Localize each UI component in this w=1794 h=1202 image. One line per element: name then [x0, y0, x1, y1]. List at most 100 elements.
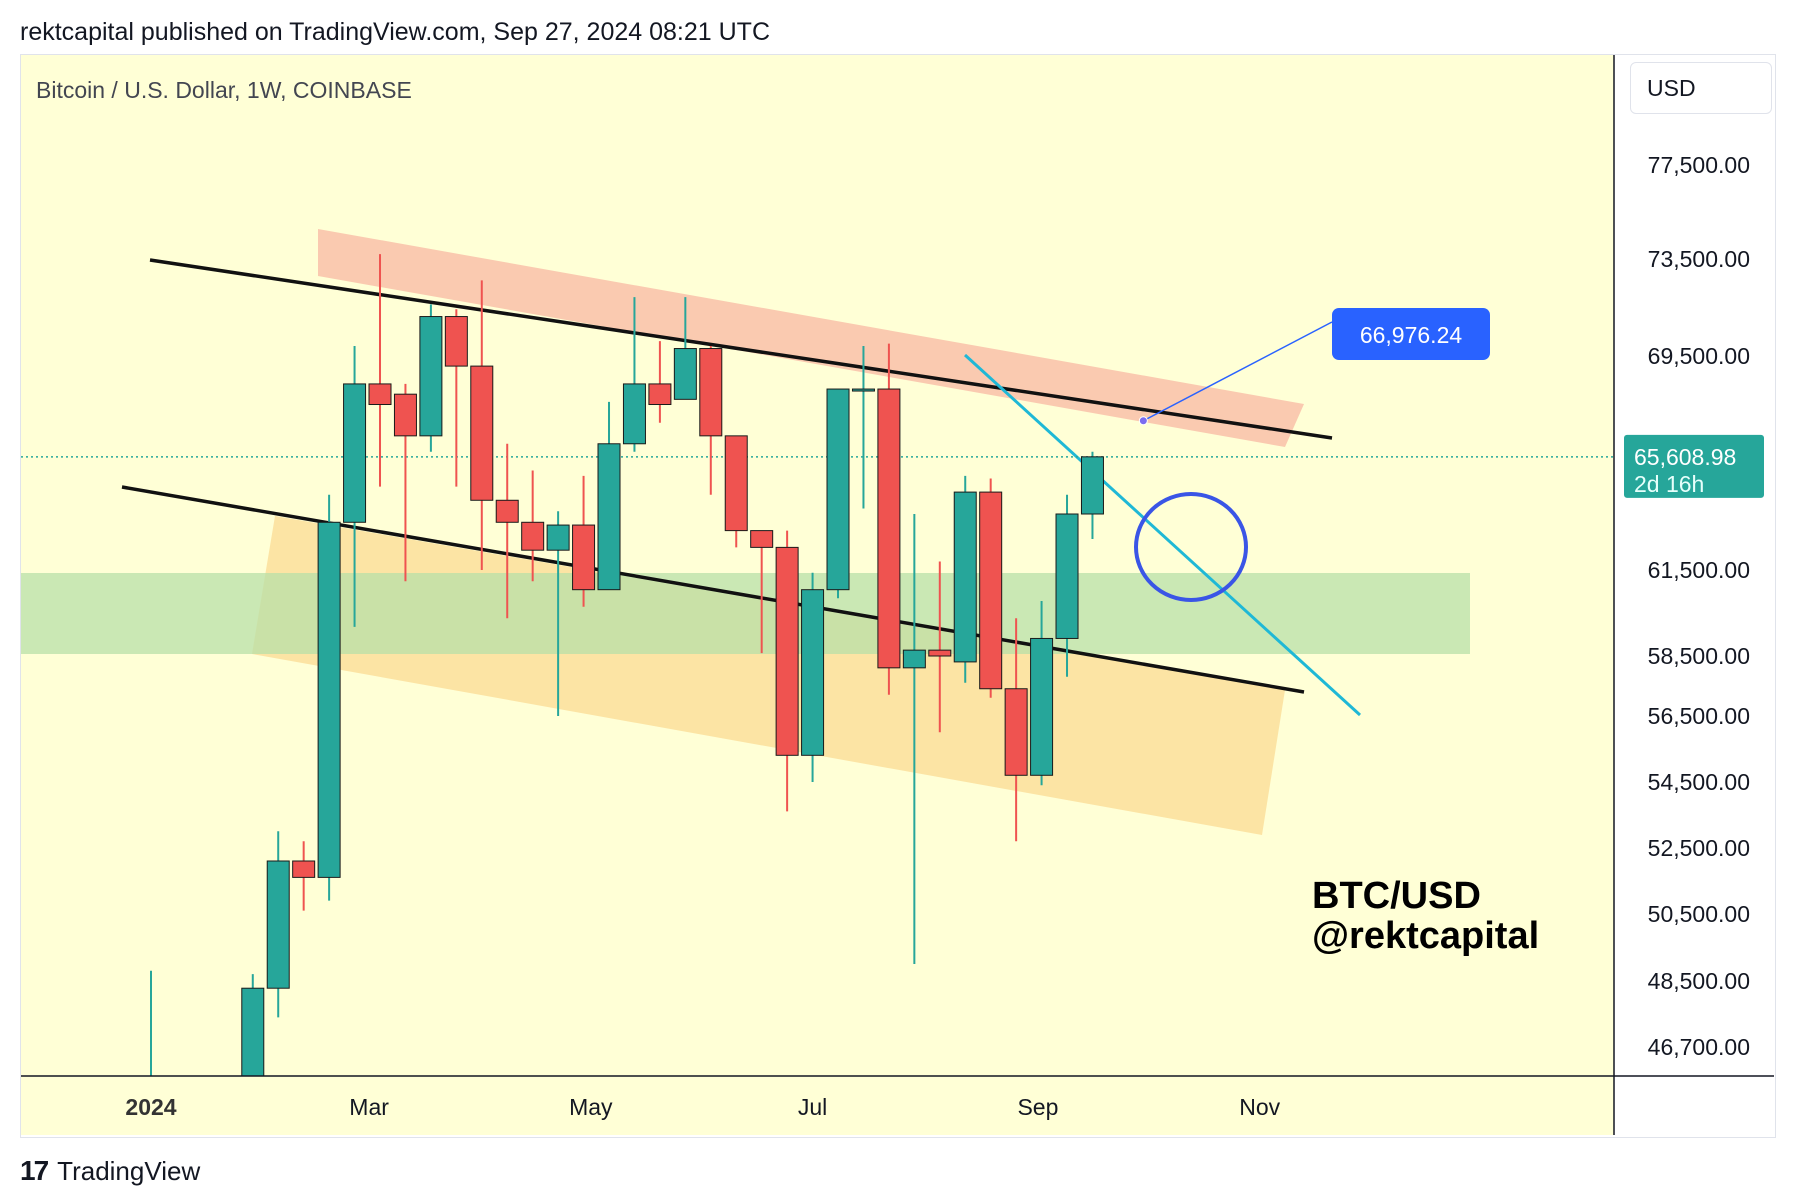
- candle-body: [292, 860, 316, 878]
- candle-2024-09-02: [1030, 601, 1054, 786]
- y-tick-label: 61,500.00: [1648, 557, 1750, 583]
- candle-body: [444, 316, 468, 367]
- callout-anchor-dot: [1138, 416, 1148, 426]
- x-axis-background: [21, 1076, 1614, 1135]
- candle-body: [317, 521, 341, 878]
- candle-body: [546, 524, 570, 551]
- candle-body: [673, 348, 697, 400]
- chart-title: Bitcoin / U.S. Dollar, 1W, COINBASE: [36, 77, 412, 103]
- y-tick-label: 73,500.00: [1648, 246, 1750, 272]
- last-price-label: 65,608.98: [1634, 444, 1736, 470]
- x-tick-label: May: [569, 1094, 613, 1120]
- y-tick-label: 77,500.00: [1648, 152, 1750, 178]
- resistance-zone: [318, 229, 1304, 447]
- candle-2024-06-24: [775, 530, 799, 812]
- y-tick-label: 48,500.00: [1648, 968, 1750, 994]
- candle-2024-04-01: [470, 280, 494, 570]
- demand-zone: [21, 573, 1470, 654]
- candle-2024-06-03: [699, 346, 723, 495]
- footer-brand: TradingView: [57, 1155, 201, 1186]
- candle-body: [801, 589, 825, 756]
- candle-body: [419, 316, 443, 437]
- candle-2024-05-13: [622, 297, 646, 452]
- candle-2024-02-19: [317, 494, 341, 901]
- candle-body: [979, 491, 1003, 690]
- x-tick-label: Sep: [1017, 1094, 1058, 1120]
- candle-body: [775, 546, 799, 756]
- candle-body: [1080, 456, 1104, 515]
- candle-body: [750, 530, 774, 548]
- candle-2024-07-22: [877, 343, 901, 695]
- chart-frame: [20, 54, 1776, 1138]
- candle-body: [266, 860, 290, 989]
- y-tick-label: 46,700.00: [1648, 1034, 1750, 1060]
- y-tick-label: 52,500.00: [1648, 835, 1750, 861]
- candle-body: [928, 649, 952, 657]
- candle-body: [241, 987, 265, 1076]
- footer: 17 TradingView: [20, 1155, 200, 1187]
- candle-2024-04-22: [546, 511, 570, 716]
- candle-2024-04-15: [521, 470, 545, 582]
- candle-body: [902, 649, 926, 669]
- candle-body: [622, 383, 646, 445]
- y-tick-label: 56,500.00: [1648, 703, 1750, 729]
- watermark-pair: BTC/USD: [1312, 875, 1481, 917]
- candle-2024-04-08: [495, 443, 519, 619]
- candle-2024-04-29: [572, 475, 596, 607]
- candle-2024-02-26: [343, 346, 367, 627]
- currency-label: USD: [1647, 74, 1696, 101]
- y-tick-label: 58,500.00: [1648, 643, 1750, 669]
- callout-connector: [1143, 321, 1333, 422]
- candle-2024-05-06: [597, 401, 621, 591]
- candle-2024-06-17: [750, 530, 774, 654]
- candle-body: [826, 388, 850, 591]
- candle-2024-03-18: [419, 304, 443, 452]
- breakout-circle: [1134, 492, 1248, 602]
- x-tick-label: 2024: [125, 1094, 176, 1120]
- candle-body: [470, 365, 494, 501]
- candle-2024-08-05: [928, 561, 952, 733]
- channel-top-line: [149, 258, 1333, 440]
- candle-2024-07-15: [851, 346, 875, 509]
- candle-body: [393, 393, 417, 437]
- candle-body: [724, 435, 748, 532]
- candle-body: [343, 383, 367, 523]
- candle-2024-03-04: [368, 254, 392, 487]
- y-tick-label: 50,500.00: [1648, 901, 1750, 927]
- candle-body: [597, 443, 621, 591]
- callout-label: 66,976.24: [1360, 322, 1463, 348]
- watermark-author: @rektcapital: [1312, 915, 1539, 957]
- candle-2024-09-16: [1080, 451, 1104, 539]
- candle-2024-07-29: [902, 513, 926, 964]
- y-tick-label: 69,500.00: [1648, 343, 1750, 369]
- candle-body: [953, 491, 977, 663]
- candle-2024-03-25: [444, 309, 468, 487]
- candle-2024-02-05: [266, 831, 290, 1018]
- candle-body: [1004, 688, 1028, 776]
- tradingview-logo-icon: 17: [20, 1155, 49, 1186]
- candle-2024-05-20: [648, 341, 672, 423]
- candle-2024-05-27: [673, 297, 697, 400]
- candle-2024-01-01: [150, 970, 152, 1076]
- candle-2024-06-10: [724, 435, 748, 548]
- callout-box: [1332, 308, 1490, 360]
- candle-body: [495, 499, 519, 523]
- candle-2024-07-01: [801, 572, 825, 782]
- y-tick-label: 54,500.00: [1648, 769, 1750, 795]
- candle-2024-03-11: [393, 383, 417, 582]
- x-tick-label: Nov: [1239, 1094, 1280, 1120]
- candle-2024-07-08: [826, 388, 850, 599]
- candle-2024-09-09: [1055, 494, 1079, 677]
- candle-body: [368, 383, 392, 406]
- plot-area: [21, 229, 1614, 1076]
- currency-selector[interactable]: USD: [1630, 62, 1772, 114]
- candle-2024-02-12: [292, 841, 316, 911]
- candle-body: [1055, 513, 1079, 639]
- candle-2024-08-12: [953, 475, 977, 683]
- candle-body: [851, 388, 875, 392]
- candle-2024-01-29: [241, 974, 265, 1076]
- candle-body: [699, 348, 723, 437]
- candle-body: [877, 388, 901, 669]
- candle-body: [648, 383, 672, 406]
